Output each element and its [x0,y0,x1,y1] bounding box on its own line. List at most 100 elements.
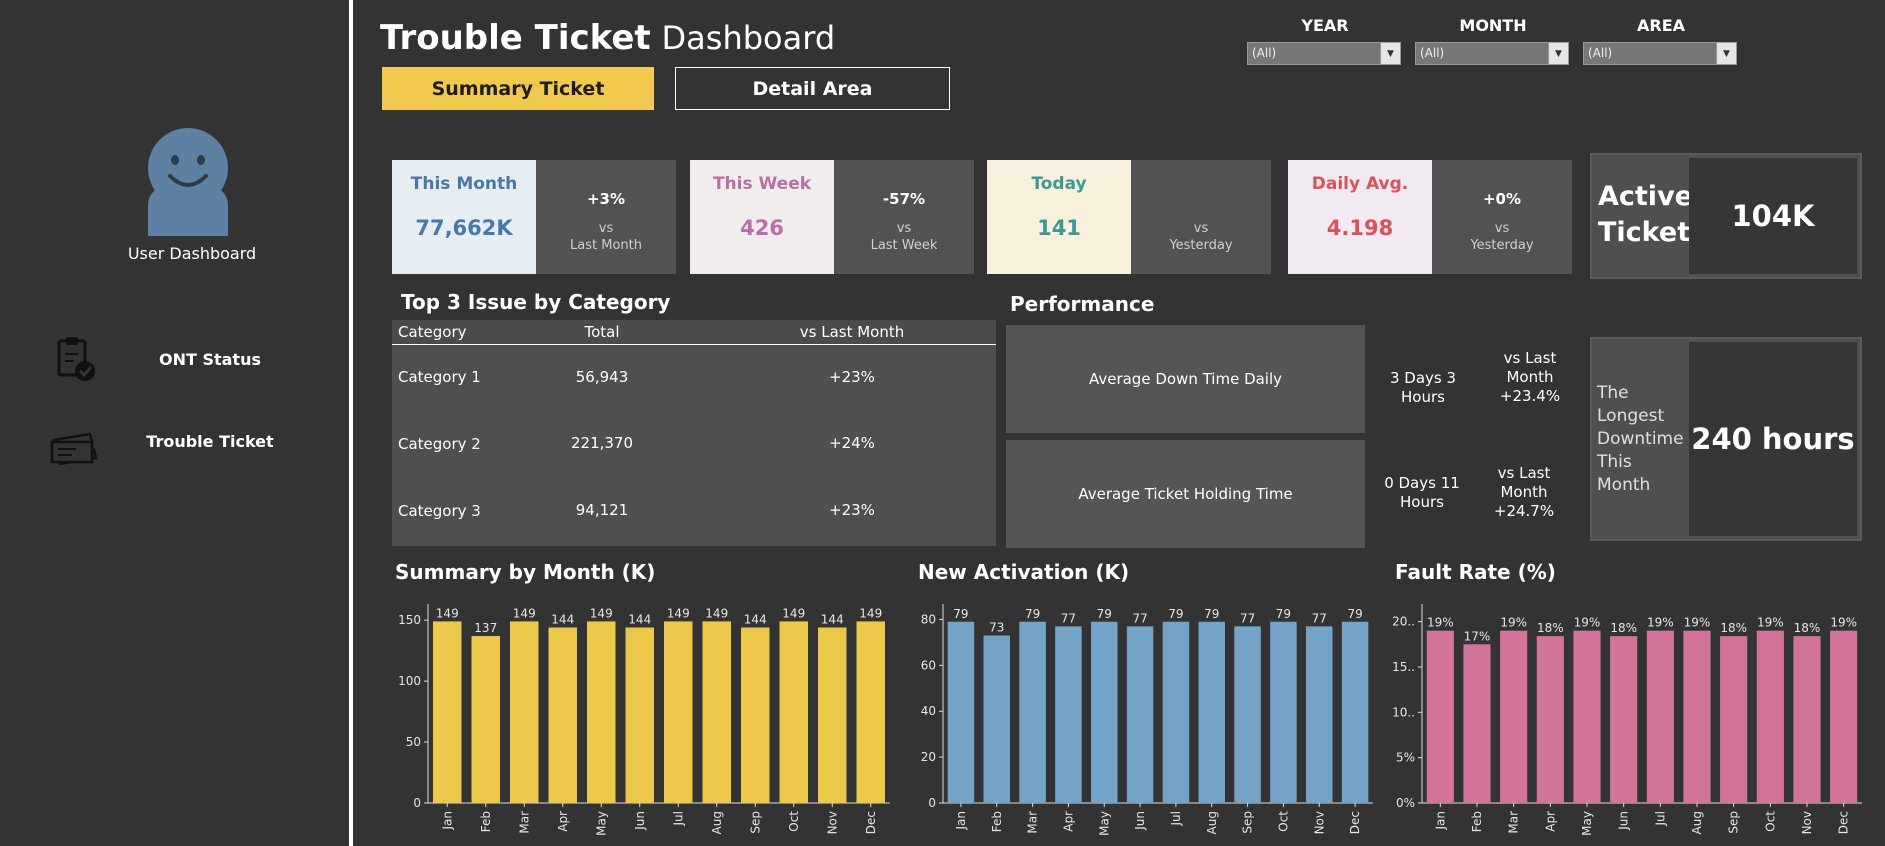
x-tick-label: Oct [1276,811,1290,832]
avg-down-time-box: Average Down Time Daily [1006,325,1365,433]
top3-title: Top 3 Issue by Category [401,290,671,314]
value-line: 0 Days 11 [1384,474,1460,492]
longest-downtime-line: Downtime [1597,429,1684,449]
longest-downtime-card: The Longest Downtime This Month 240 hour… [1590,337,1862,541]
x-tick-label: Sep [1727,811,1741,834]
longest-downtime-line: The [1597,383,1629,403]
data-label: 149 [590,606,613,620]
kpi-value: 141 [1037,216,1081,240]
kpi-today: Today 141 vs Yesterday [987,160,1271,274]
column-header-vs: vs Last Month [799,323,905,341]
x-tick-label: Jan [440,811,454,831]
sidebar-item-ont-status[interactable]: ONT Status [50,334,310,384]
bar [1756,630,1784,803]
bar [702,621,731,803]
kpi-vs: vs [1494,221,1510,236]
bar [1830,630,1858,803]
bar [1090,621,1118,803]
kpi-vs: vs [1193,221,1209,236]
filter-year: YEAR (All) ▼ [1247,16,1403,65]
row-total: 56,943 [575,368,629,386]
bar [1126,626,1154,803]
ticket-icon [50,432,98,466]
y-tick-label: 15.. [1392,660,1415,674]
chart-title-fault-rate: Fault Rate (%) [1395,560,1556,584]
avg-holding-time-value: 0 Days 11 Hours [1372,474,1472,512]
data-label: 77 [1132,611,1147,625]
tab-summary-ticket[interactable]: Summary Ticket [382,67,654,110]
kpi-vs-period: Last Week [870,238,938,253]
vs-line: vs Last [1497,464,1551,482]
kpi-change: +0% [1482,190,1522,208]
bar [947,621,975,803]
data-label: 17% [1464,629,1491,643]
bar [818,627,847,803]
avg-down-time-vs: vs Last Month +23.4% [1480,349,1580,406]
row-category: Category 3 [398,502,481,520]
area-select[interactable]: (All) ▼ [1583,42,1737,65]
active-ticket-label: Active Ticket [1598,179,1693,251]
tab-detail-area[interactable]: Detail Area [675,67,950,110]
summary-by-month-chart: 0 50 100 150 149 Jan 137 Feb 149 Mar 144 Apr 149 May 1… [398,604,890,836]
data-label: 144 [551,613,574,627]
bar [1610,636,1638,803]
x-tick-label: May [594,811,608,836]
x-tick-label: Jul [671,811,685,826]
y-tick-label: 20.. [1392,615,1415,629]
kpi-vs-period: Last Month [570,238,642,253]
kpi-comparison: -57% vs Last Week [834,160,974,274]
data-label: 79 [1276,607,1291,621]
longest-downtime-line: Month [1597,475,1651,495]
y-tick-label: 40 [921,704,936,718]
data-label: 19% [1500,616,1527,630]
data-label: 144 [628,613,651,627]
kpi-main: Today 141 [987,160,1131,274]
x-tick-label: Dec [864,811,878,834]
x-tick-label: Mar [517,811,531,834]
table-header: Category Total vs Last Month [392,320,996,345]
page-title: Trouble Ticket Dashboard [380,18,835,58]
bar [856,621,885,803]
y-tick-label: 10.. [1392,705,1415,719]
data-label: 149 [859,606,882,620]
x-tick-label: Nov [1800,811,1814,834]
bar [548,627,577,803]
chevron-down-icon[interactable]: ▼ [1716,43,1736,64]
longest-downtime-line: This [1597,452,1632,472]
x-tick-label: Apr [1061,811,1075,832]
data-label: 149 [667,606,690,620]
x-tick-label: Nov [1312,811,1326,834]
user-avatar-icon [148,128,228,236]
vs-line: Month [1500,483,1548,501]
bar [1646,630,1674,803]
sidebar-item-trouble-ticket[interactable]: Trouble Ticket [50,424,310,474]
x-tick-label: Mar [1026,811,1040,834]
longest-downtime-label: The Longest Downtime This Month [1597,382,1687,497]
y-tick-label: 50 [406,735,421,749]
avg-holding-time-vs: vs Last Month +24.7% [1474,464,1574,521]
chevron-down-icon[interactable]: ▼ [1380,43,1400,64]
kpi-daily-avg: Daily Avg. 4.198 +0% vs Yesterday [1288,160,1572,274]
x-tick-label: Sep [748,811,762,834]
data-label: 149 [436,606,459,620]
kpi-vs-label: vs Last Month [536,220,676,254]
data-label: 149 [782,606,805,620]
kpi-vs-label: vs Last Week [834,220,974,254]
filter-area-label: AREA [1636,16,1685,35]
month-select[interactable]: (All) ▼ [1415,42,1569,65]
bar [1341,621,1369,803]
bar [1305,626,1333,803]
data-label: 73 [989,621,1004,635]
year-select[interactable]: (All) ▼ [1247,42,1401,65]
data-label: 79 [1347,607,1362,621]
y-tick-label: 0 [928,796,936,810]
x-tick-label: Apr [1543,811,1557,832]
kpi-value: 4.198 [1326,216,1394,240]
column-header-category: Category [398,323,467,341]
x-tick-label: Aug [710,811,724,834]
kpi-change: -57% [882,190,926,208]
data-label: 19% [1647,616,1674,630]
row-vs: +24% [829,434,875,452]
data-label: 18% [1720,621,1747,635]
chevron-down-icon[interactable]: ▼ [1548,43,1568,64]
